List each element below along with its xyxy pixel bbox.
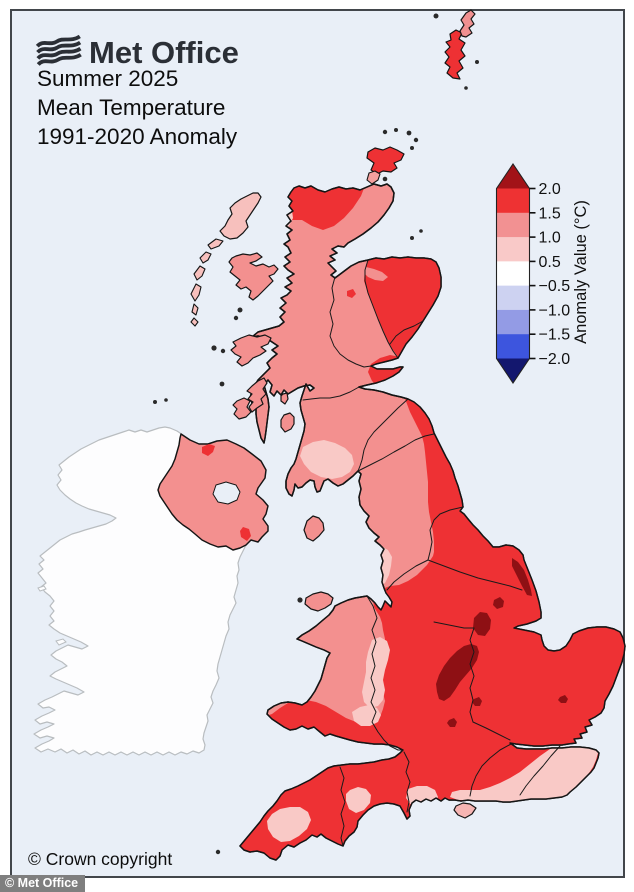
svg-text:2.0: 2.0 (539, 181, 561, 198)
svg-text:0.5: 0.5 (539, 254, 561, 271)
svg-text:−1.5: −1.5 (539, 327, 571, 344)
svg-text:−1.0: −1.0 (539, 302, 571, 319)
svg-text:−2.0: −2.0 (539, 351, 571, 368)
svg-text:Anomaly Value (°C): Anomaly Value (°C) (572, 200, 590, 344)
svg-text:1.5: 1.5 (539, 205, 561, 222)
svg-text:−0.5: −0.5 (539, 278, 571, 295)
svg-text:1.0: 1.0 (539, 230, 561, 247)
